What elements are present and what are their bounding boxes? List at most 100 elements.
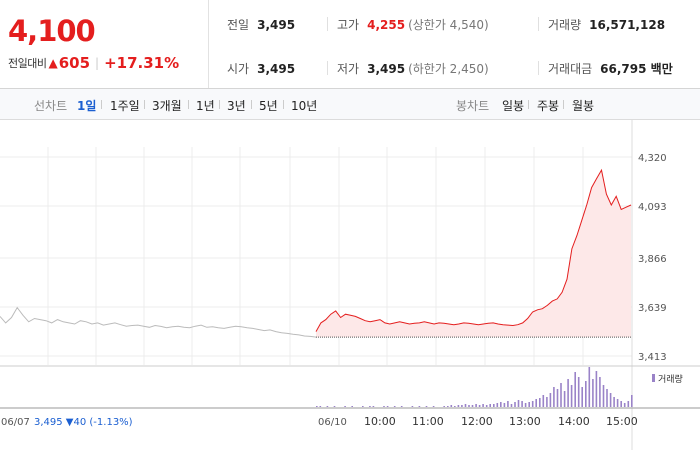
stat-volume: 거래량 16,571,128	[548, 16, 665, 33]
tab-10years[interactable]: 10년	[291, 99, 318, 113]
stat-open: 시가 3,495	[227, 60, 295, 77]
volume-bar	[344, 406, 346, 407]
volume-bar	[560, 383, 562, 407]
volume-bar	[585, 381, 587, 407]
price-change: 전일대비 ▲ 605 | +17.31%	[8, 54, 179, 72]
divider	[219, 100, 220, 109]
volume-bar	[443, 406, 445, 407]
tab-1week[interactable]: 1주일	[110, 99, 140, 113]
stat-high: 고가 4,255 (상한가 4,540)	[337, 16, 489, 33]
divider	[101, 100, 102, 109]
volume-bar	[468, 405, 470, 407]
volume-bar	[496, 403, 499, 407]
divider	[188, 100, 189, 109]
volume-bar	[461, 405, 463, 407]
stat-prev-close: 전일 3,495	[227, 16, 295, 33]
stat-value: 3,495	[257, 18, 296, 32]
y-axis-ticks: 4,320 4,093 3,866 3,639 3,413	[638, 153, 667, 363]
x-axis-label: 14:00	[558, 415, 590, 428]
volume-bar	[503, 403, 506, 407]
volume-bar	[517, 400, 520, 407]
volume-bar	[475, 404, 477, 407]
up-triangle-icon: ▲	[48, 56, 58, 70]
tab-3months[interactable]: 3개월	[152, 99, 182, 113]
stat-label: 고가	[337, 18, 360, 32]
stat-label: 저가	[337, 62, 360, 76]
volume-bar	[432, 406, 435, 407]
volume-bar	[457, 405, 460, 407]
volume-legend-swatch	[652, 374, 655, 382]
volume-bar	[531, 401, 534, 407]
stat-label: 거래량	[548, 18, 582, 32]
tab-5years[interactable]: 5년	[259, 99, 278, 113]
volume-bar	[514, 402, 516, 407]
today-line	[315, 168, 632, 332]
volume-bar	[386, 406, 389, 407]
volume-bar	[326, 406, 329, 407]
volume-bar	[592, 379, 594, 407]
volume-bar	[454, 406, 456, 407]
prev-date-label: 06/07	[1, 417, 30, 428]
volume-bar	[450, 405, 453, 407]
tab-monthly-candle[interactable]: 월봉	[572, 99, 595, 113]
volume-bar	[482, 404, 484, 407]
volume-bar	[507, 401, 509, 407]
volume-bar	[418, 406, 421, 407]
divider	[538, 61, 539, 75]
volume-bar	[489, 404, 491, 407]
volume-bar	[524, 403, 527, 407]
price-chart[interactable]: 4,320 4,093 3,866 3,639 3,413 거래량 06/07 3,495…	[0, 120, 700, 450]
volume-legend-label: 거래량	[658, 373, 683, 385]
tab-1year[interactable]: 1년	[196, 99, 215, 113]
volume-bar	[393, 406, 396, 407]
stat-trade-value: 거래대금 66,795 백만	[548, 60, 673, 77]
tab-weekly-candle[interactable]: 주봉	[537, 99, 560, 113]
volume-bar	[574, 372, 576, 407]
divider: |	[95, 56, 100, 70]
volume-bar	[447, 406, 449, 407]
change-percent: +17.31%	[104, 54, 180, 72]
tab-3years[interactable]: 3년	[227, 99, 246, 113]
stat-value: 16,571,128	[589, 18, 666, 32]
x-axis-label: 15:00	[606, 415, 638, 428]
y-tick-label: 3,866	[638, 254, 667, 265]
x-axis-label: 13:00	[509, 415, 541, 428]
volume-bar	[411, 406, 414, 407]
stat-value: 3,495	[367, 62, 406, 76]
stat-value: 66,795 백만	[600, 62, 673, 76]
chart-grid	[0, 120, 700, 450]
y-tick-label: 4,320	[638, 153, 667, 164]
x-axis-label: 06/10	[318, 417, 347, 428]
volume-bar	[595, 371, 598, 407]
price-box: 4,100 전일대비 ▲ 605 | +17.31%	[0, 0, 209, 88]
line-chart-label: 선차트	[34, 99, 68, 113]
change-label: 전일대비	[8, 57, 47, 70]
stat-low: 저가 3,495 (하한가 2,450)	[337, 60, 489, 77]
divider	[327, 61, 328, 75]
x-axis-label: 11:00	[412, 415, 444, 428]
volume-bar	[528, 402, 530, 407]
stat-value: 4,255	[367, 18, 406, 32]
volume-bar	[546, 397, 548, 407]
upper-limit: (상한가 4,540)	[408, 18, 489, 32]
volume-bar	[549, 393, 552, 407]
current-price: 4,100	[8, 14, 96, 48]
volume-bar	[485, 405, 488, 407]
prev-day-summary: 3,495 ▼40 (-1.13%)	[34, 417, 133, 428]
candle-chart-label: 봉차트	[456, 99, 490, 113]
y-tick-label: 3,639	[638, 303, 667, 314]
volume-bars: 거래량	[316, 367, 683, 407]
previous-day-line	[0, 306, 317, 338]
x-axis-label: 12:00	[461, 415, 493, 428]
divider	[283, 100, 284, 109]
volume-bar	[556, 389, 559, 407]
y-tick-label: 4,093	[638, 202, 667, 213]
stock-info-panel: 4,100 전일대비 ▲ 605 | +17.31% 전일 3,495 시가 3,4…	[0, 0, 700, 89]
volume-bar	[570, 385, 573, 407]
tab-daily-candle[interactable]: 일봉	[502, 99, 525, 113]
volume-bar	[606, 389, 608, 407]
today-area	[316, 170, 631, 338]
volume-bar	[400, 406, 403, 407]
volume-bar	[542, 395, 545, 407]
tab-1day[interactable]: 1일	[77, 99, 97, 113]
